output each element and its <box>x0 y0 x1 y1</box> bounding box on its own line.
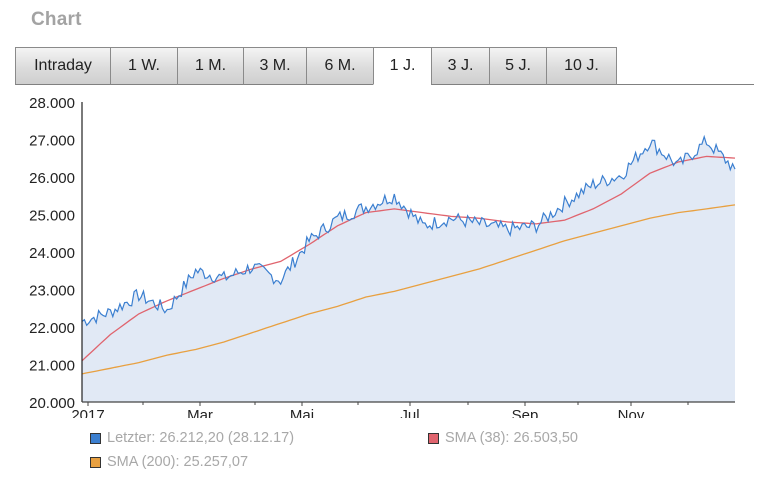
sma38-line <box>81 155 736 362</box>
x-tick-label: Nov <box>618 407 645 418</box>
y-tick-label: 27.000 <box>29 133 75 150</box>
x-tick-label: Mar <box>187 407 213 418</box>
y-tick-label: 28.000 <box>29 95 75 112</box>
price-line <box>81 134 736 327</box>
x-tick-label: Jul <box>400 407 419 418</box>
y-tick-label: 21.000 <box>29 358 75 375</box>
y-tick-label: 24.000 <box>29 245 75 262</box>
legend-label-sma38: SMA (38): 26.503,50 <box>445 430 578 446</box>
tab-5-j[interactable]: 5 J. <box>489 47 546 85</box>
tab-3-j[interactable]: 3 J. <box>431 47 489 85</box>
legend-item-last: Letzter: 26.212,20 (28.12.17) <box>90 430 294 446</box>
y-tick-label: 20.000 <box>29 395 75 412</box>
tab-10-j[interactable]: 10 J. <box>546 47 617 85</box>
tab-intraday[interactable]: Intraday <box>15 47 110 85</box>
y-tick-label: 26.000 <box>29 170 75 187</box>
tab-1-j[interactable]: 1 J. <box>373 47 431 85</box>
tab-1-w[interactable]: 1 W. <box>110 47 177 85</box>
price-chart: 20.000 21.000 22.000 23.000 24.000 25.000 26.0… <box>29 95 736 418</box>
x-tick-label: 2017 <box>71 407 104 418</box>
tab-3-m[interactable]: 3 M. <box>243 47 306 85</box>
chart-heading: Chart <box>31 9 82 30</box>
y-tick-label: 22.000 <box>29 320 75 337</box>
legend-item-sma200: SMA (200): 25.257,07 <box>90 454 248 470</box>
legend-item-sma38: SMA (38): 26.503,50 <box>428 430 578 446</box>
legend-swatch-red-icon <box>428 432 439 444</box>
period-tab-bar: Intraday 1 W. 1 M. 3 M. 6 M. 1 J. 3 J. 5 J. 10 J… <box>15 47 617 85</box>
y-tick-label: 23.000 <box>29 283 75 300</box>
legend-swatch-orange-icon <box>90 456 101 468</box>
legend-swatch-blue-icon <box>90 432 101 444</box>
legend-label-last: Letzter: 26.212,20 (28.12.17) <box>107 430 295 446</box>
sma200-line <box>81 204 736 375</box>
tab-1-m[interactable]: 1 M. <box>177 47 243 85</box>
price-area-fill <box>82 136 735 403</box>
y-tick-label: 25.000 <box>29 208 75 225</box>
legend-label-sma200: SMA (200): 25.257,07 <box>107 454 249 470</box>
x-tick-label: Sep <box>512 407 539 418</box>
x-tick-label: Mai <box>290 407 314 418</box>
tab-6-m[interactable]: 6 M. <box>306 47 373 85</box>
tab-bar-baseline <box>617 84 754 85</box>
